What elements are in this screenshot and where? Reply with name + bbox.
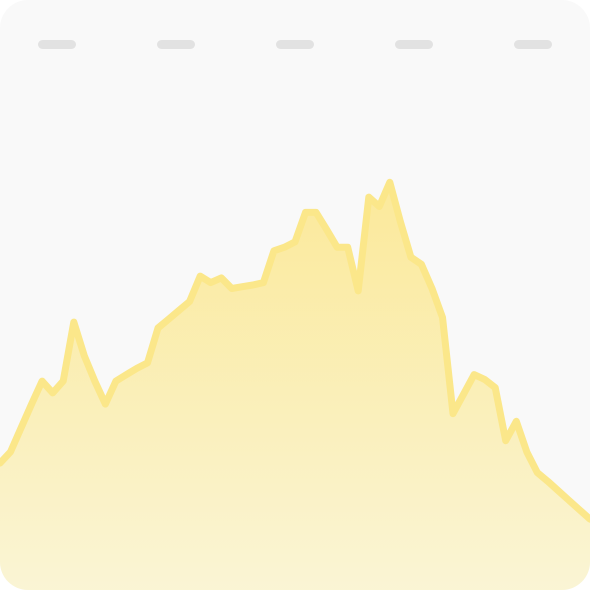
data-points xyxy=(0,179,590,523)
data-point-32 xyxy=(334,244,341,251)
data-point-19 xyxy=(197,273,204,280)
data-point-27 xyxy=(281,244,288,251)
area-fill xyxy=(0,182,590,590)
data-point-31 xyxy=(323,226,330,233)
data-point-50 xyxy=(523,448,530,455)
data-point-23 xyxy=(239,283,246,290)
data-point-9 xyxy=(91,378,98,385)
data-point-39 xyxy=(407,254,414,261)
data-point-11 xyxy=(112,378,119,385)
data-point-48 xyxy=(502,437,509,444)
data-point-21 xyxy=(218,274,225,281)
data-point-12 xyxy=(123,371,130,378)
data-point-28 xyxy=(292,238,298,245)
data-point-17 xyxy=(176,307,183,314)
data-point-6 xyxy=(60,378,67,385)
data-point-24 xyxy=(249,282,256,288)
data-point-8 xyxy=(81,352,88,359)
data-point-29 xyxy=(302,209,309,216)
data-point-37 xyxy=(386,179,393,186)
data-point-56 xyxy=(587,516,590,523)
label-placeholder-2 xyxy=(157,40,195,49)
data-point-34 xyxy=(355,287,362,294)
data-point-0 xyxy=(0,460,3,467)
data-point-7 xyxy=(70,319,77,326)
data-point-13 xyxy=(134,365,140,372)
data-point-43 xyxy=(450,410,456,417)
label-placeholder-4 xyxy=(395,40,433,49)
data-point-14 xyxy=(144,359,151,366)
data-point-41 xyxy=(429,285,435,292)
data-point-54 xyxy=(565,497,572,504)
data-point-20 xyxy=(207,279,214,286)
data-point-26 xyxy=(270,247,277,254)
data-point-44 xyxy=(460,391,467,398)
data-point-51 xyxy=(534,469,541,476)
data-point-55 xyxy=(576,506,583,513)
data-point-2 xyxy=(18,424,25,431)
data-point-53 xyxy=(555,487,562,494)
data-point-47 xyxy=(492,384,499,391)
data-point-49 xyxy=(513,418,520,425)
data-point-40 xyxy=(418,261,425,268)
data-point-35 xyxy=(365,194,372,201)
data-point-33 xyxy=(344,244,351,251)
data-point-5 xyxy=(49,389,56,396)
data-point-42 xyxy=(439,314,446,321)
data-point-22 xyxy=(228,285,235,292)
data-point-18 xyxy=(186,298,193,305)
x-axis-label-placeholders xyxy=(0,40,590,49)
data-point-30 xyxy=(313,209,320,216)
data-point-16 xyxy=(165,316,172,323)
label-placeholder-1 xyxy=(38,40,76,49)
label-placeholder-3 xyxy=(276,40,314,49)
label-placeholder-5 xyxy=(514,40,552,49)
data-point-38 xyxy=(397,218,404,225)
data-point-1 xyxy=(7,448,14,455)
data-point-25 xyxy=(260,279,267,286)
data-point-45 xyxy=(471,371,478,378)
data-point-4 xyxy=(39,378,46,385)
data-point-36 xyxy=(376,203,383,210)
data-point-15 xyxy=(155,325,161,331)
data-point-52 xyxy=(544,478,551,485)
data-point-46 xyxy=(481,376,488,383)
data-point-3 xyxy=(28,401,35,408)
data-point-10 xyxy=(102,401,109,408)
